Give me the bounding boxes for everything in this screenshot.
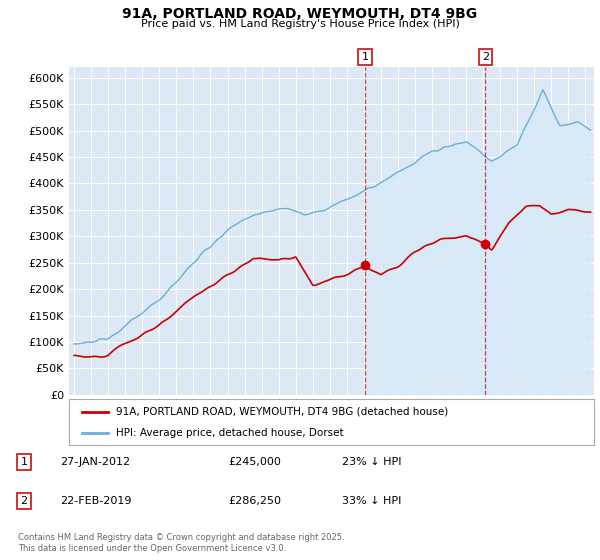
Text: HPI: Average price, detached house, Dorset: HPI: Average price, detached house, Dors… xyxy=(116,428,344,438)
Text: 1: 1 xyxy=(20,457,28,467)
Text: 2: 2 xyxy=(482,52,489,62)
Text: Price paid vs. HM Land Registry's House Price Index (HPI): Price paid vs. HM Land Registry's House … xyxy=(140,19,460,29)
Text: £245,000: £245,000 xyxy=(228,457,281,467)
Text: Contains HM Land Registry data © Crown copyright and database right 2025.
This d: Contains HM Land Registry data © Crown c… xyxy=(18,533,344,553)
Text: 1: 1 xyxy=(362,52,369,62)
Text: 91A, PORTLAND ROAD, WEYMOUTH, DT4 9BG: 91A, PORTLAND ROAD, WEYMOUTH, DT4 9BG xyxy=(122,7,478,21)
Text: 23% ↓ HPI: 23% ↓ HPI xyxy=(342,457,401,467)
Text: 91A, PORTLAND ROAD, WEYMOUTH, DT4 9BG (detached house): 91A, PORTLAND ROAD, WEYMOUTH, DT4 9BG (d… xyxy=(116,407,449,417)
Text: 33% ↓ HPI: 33% ↓ HPI xyxy=(342,496,401,506)
Text: 22-FEB-2019: 22-FEB-2019 xyxy=(60,496,131,506)
Text: 2: 2 xyxy=(20,496,28,506)
Text: £286,250: £286,250 xyxy=(228,496,281,506)
Text: 27-JAN-2012: 27-JAN-2012 xyxy=(60,457,130,467)
